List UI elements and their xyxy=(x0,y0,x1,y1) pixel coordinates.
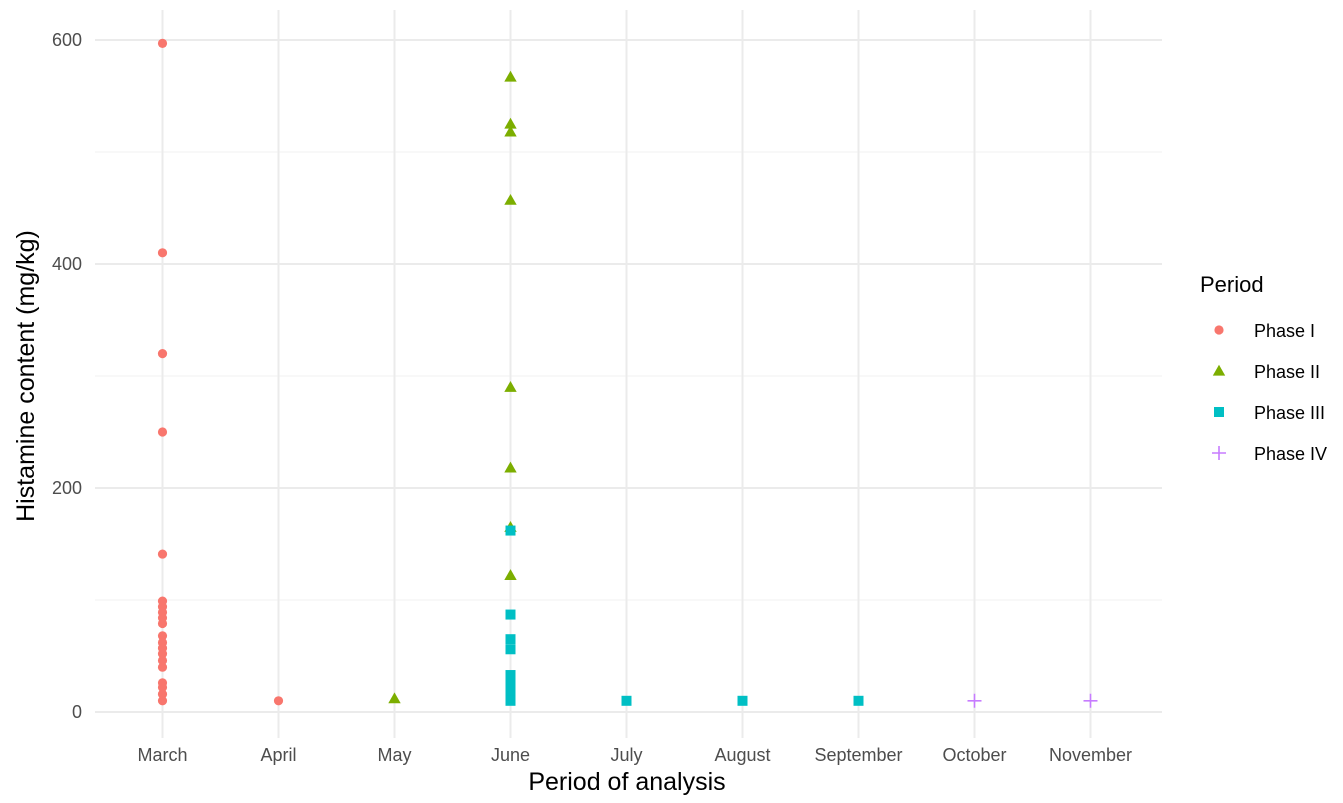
y-tick-label: 200 xyxy=(52,478,82,498)
data-point-phase-iii xyxy=(505,685,516,696)
x-tick-label: March xyxy=(137,745,187,765)
grid-lines xyxy=(95,10,1162,738)
data-point-phase-ii xyxy=(504,70,517,82)
data-point-phase-iii xyxy=(505,680,516,691)
legend-item-phase-ii: Phase II xyxy=(1212,362,1320,382)
tick-labels: 0 200 400 600 March April May June July August Sep… xyxy=(52,30,1132,765)
x-axis-title: Period of analysis xyxy=(528,768,725,796)
legend-key-phase-iv xyxy=(1212,446,1226,460)
legend-label-phase-iv: Phase IV xyxy=(1254,444,1327,464)
x-tick-label: August xyxy=(714,745,770,765)
data-point-phase-iv xyxy=(967,693,982,708)
x-tick-label: July xyxy=(610,745,642,765)
data-point-phase-i xyxy=(157,427,168,437)
data-point-phase-i xyxy=(157,248,168,258)
y-tick-label: 0 xyxy=(72,702,82,722)
y-axis-title: Histamine content (mg/kg) xyxy=(12,230,40,522)
data-point-phase-ii xyxy=(504,381,517,392)
data-point-phase-iii xyxy=(737,695,748,706)
data-point-phase-i xyxy=(157,662,168,672)
y-tick-label: 400 xyxy=(52,254,82,274)
legend-title: Period xyxy=(1200,272,1264,297)
data-point-phase-ii xyxy=(504,193,517,205)
data-point-phase-iii xyxy=(505,525,516,536)
legend-label-phase-iii: Phase III xyxy=(1254,403,1325,423)
legend-item-phase-i: Phase I xyxy=(1214,321,1315,341)
data-point-phase-i xyxy=(157,682,168,692)
legend-key-phase-i xyxy=(1214,325,1224,335)
legend-label-phase-ii: Phase II xyxy=(1254,362,1320,382)
x-tick-label: October xyxy=(942,745,1006,765)
data-point-phase-iii xyxy=(505,695,516,706)
legend-item-phase-iv: Phase IV xyxy=(1212,444,1327,464)
legend-key-phase-ii xyxy=(1212,364,1226,376)
data-point-phase-iv xyxy=(1083,693,1098,708)
data-point-phase-i xyxy=(157,38,168,48)
data-point-phase-i xyxy=(157,549,168,559)
data-point-phase-i xyxy=(157,649,168,659)
data-point-phase-iii xyxy=(505,644,516,655)
data-point-phase-iii xyxy=(505,609,516,620)
data-point-phase-ii xyxy=(504,117,517,129)
x-tick-label: April xyxy=(260,745,296,765)
data-point-phase-ii xyxy=(388,692,401,704)
data-point-phase-iii xyxy=(621,695,632,706)
data-point-phase-iii xyxy=(505,634,516,645)
y-tick-label: 600 xyxy=(52,30,82,50)
data-point-phase-ii xyxy=(504,569,517,581)
legend-item-phase-iii: Phase III xyxy=(1214,403,1325,423)
x-tick-label: November xyxy=(1049,745,1132,765)
x-tick-label: June xyxy=(491,745,530,765)
x-tick-label: May xyxy=(377,745,411,765)
data-point-phase-iii xyxy=(505,670,516,681)
data-point-phase-i xyxy=(157,655,168,666)
data-point-phase-ii xyxy=(504,125,517,137)
data-point-phase-i xyxy=(157,689,168,699)
data-point-phase-i xyxy=(157,631,168,641)
legend-entries: Phase I Phase II Phase III Phase IV xyxy=(1212,321,1327,464)
data-point-phase-i xyxy=(157,696,168,706)
legend-key-phase-iii xyxy=(1214,407,1224,417)
data-point-phase-i xyxy=(273,696,284,706)
data-point-phase-ii xyxy=(504,461,517,473)
data-points xyxy=(157,38,1098,708)
data-point-phase-i xyxy=(157,349,168,359)
x-tick-label: September xyxy=(814,745,902,765)
data-point-phase-iii xyxy=(853,695,864,706)
legend-label-phase-i: Phase I xyxy=(1254,321,1315,341)
data-point-phase-i xyxy=(157,618,168,629)
legend: Period Phase I Phase II Phase III Phase IV xyxy=(1200,272,1327,464)
